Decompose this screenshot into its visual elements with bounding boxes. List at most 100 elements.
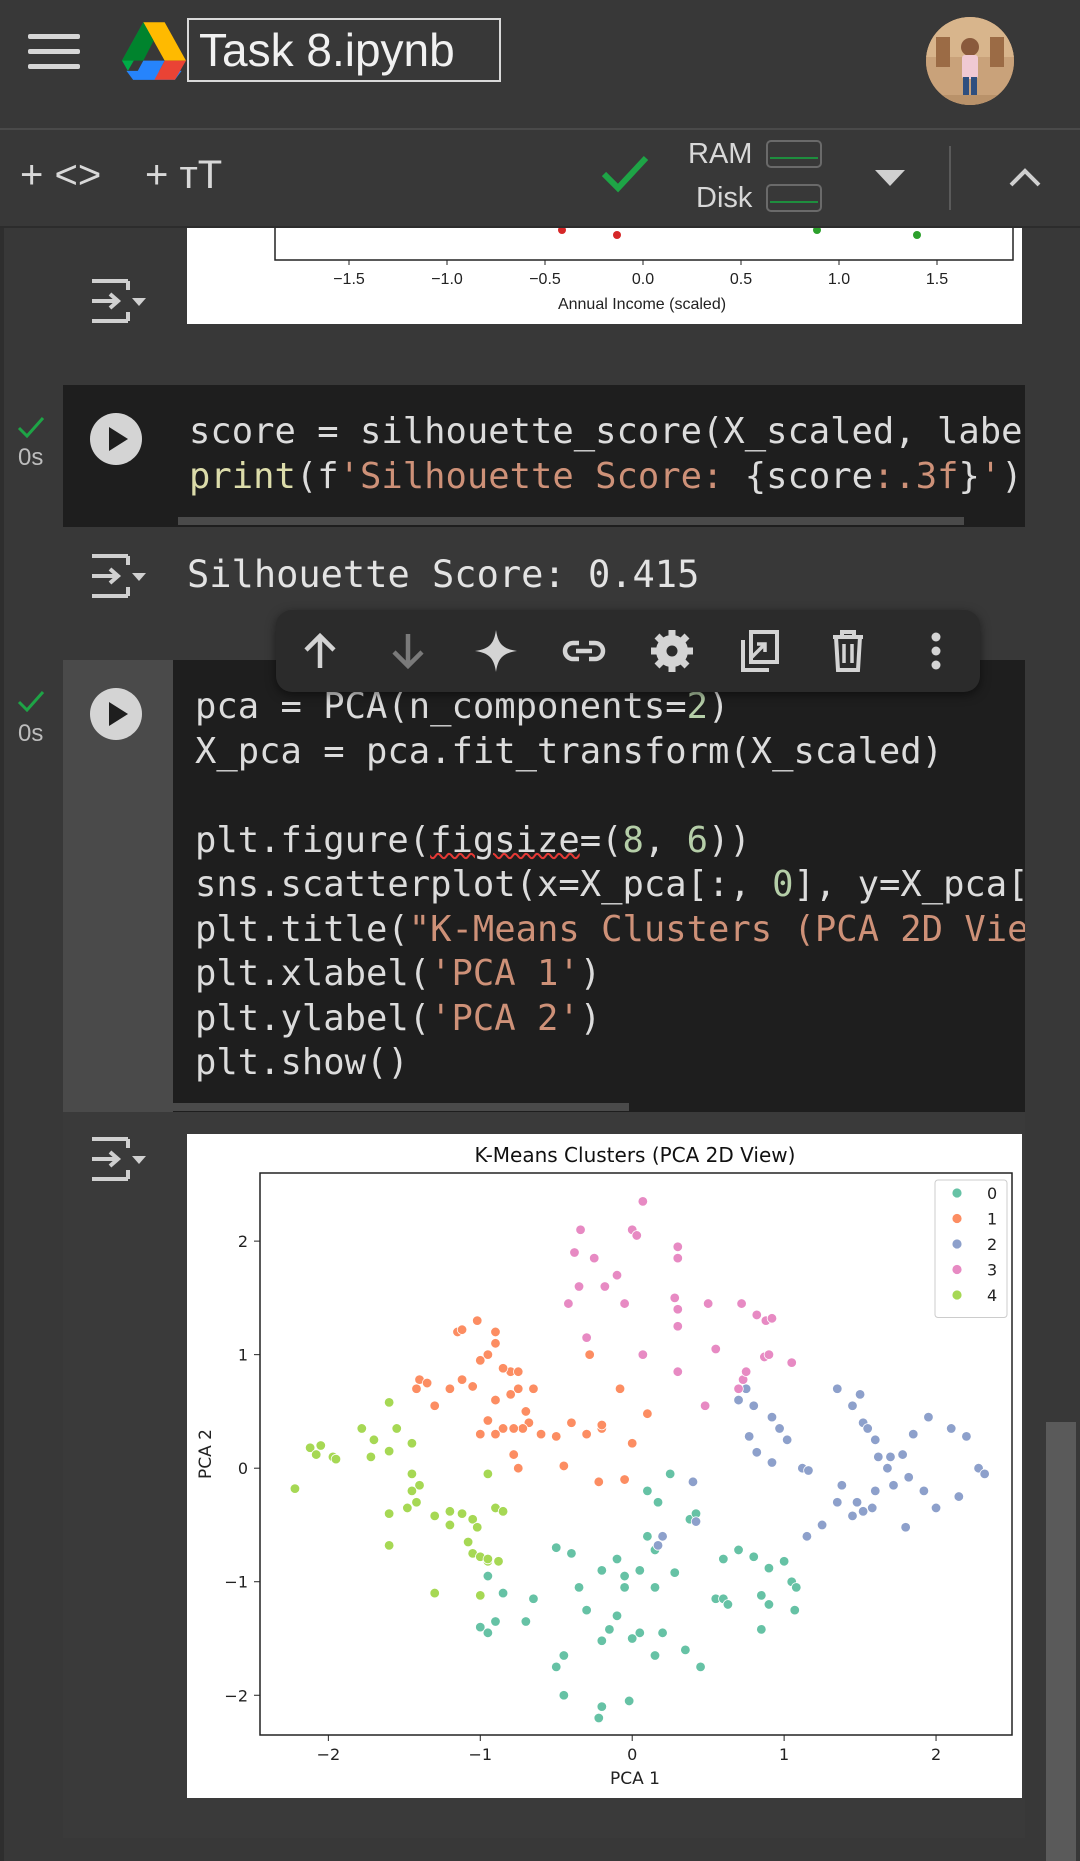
- data-point-cluster-1: [421, 1377, 433, 1389]
- data-point-cluster-2: [766, 1411, 778, 1423]
- ram-usage-bar[interactable]: [766, 140, 822, 168]
- data-point-cluster-1: [505, 1389, 516, 1400]
- more-options-icon[interactable]: [913, 628, 959, 674]
- data-point-cluster-4: [456, 1508, 468, 1519]
- data-point-cluster-1: [497, 1363, 509, 1374]
- data-point-cluster-2: [900, 1522, 911, 1533]
- data-point-cluster-2: [930, 1502, 942, 1514]
- output-toggle-icon[interactable]: [88, 1134, 148, 1184]
- data-point-cluster-1: [513, 1383, 524, 1394]
- data-point-cluster-0: [652, 1497, 664, 1508]
- data-point-cluster-4: [411, 1497, 422, 1508]
- move-down-icon[interactable]: [385, 628, 431, 674]
- profile-photo: [926, 17, 1014, 105]
- data-point-cluster-2: [743, 1431, 755, 1442]
- code-cell-silhouette[interactable]: [63, 385, 1025, 527]
- run-cell-button[interactable]: [90, 413, 142, 465]
- vertical-scrollbar[interactable]: [1046, 1422, 1076, 1861]
- data-point-cluster-0: [756, 1590, 767, 1601]
- data-point-cluster-4: [482, 1553, 494, 1565]
- mirror-cell-icon[interactable]: [737, 628, 783, 674]
- notebook-title[interactable]: Task 8.ipynb: [187, 18, 501, 82]
- data-point-cluster-0: [680, 1644, 691, 1656]
- data-point-cluster-2: [832, 1497, 843, 1508]
- delete-icon[interactable]: [825, 628, 871, 674]
- x-tick-label: 1: [779, 1745, 789, 1764]
- legend-marker: [951, 1213, 963, 1224]
- previous-chart-xlabel: Annual Income (scaled): [558, 296, 726, 313]
- chart-title: K-Means Clusters (PCA 2D View): [475, 1143, 796, 1167]
- horizontal-scrollbar[interactable]: [173, 1103, 629, 1111]
- data-point-cluster-3: [699, 1400, 711, 1411]
- data-point-cluster-1: [482, 1349, 494, 1360]
- disk-label[interactable]: Disk: [696, 182, 753, 214]
- data-point-cluster-4: [383, 1508, 395, 1519]
- x-tick-label: 1.0: [828, 271, 850, 288]
- data-point-cluster-1: [490, 1326, 501, 1338]
- data-point-cluster-0: [763, 1599, 775, 1610]
- connected-check-icon[interactable]: [600, 152, 650, 194]
- output-toggle-icon[interactable]: [88, 276, 148, 326]
- data-point-cluster-2: [908, 1428, 919, 1440]
- data-point-cluster-1: [593, 1476, 604, 1488]
- notebook-left-border: [0, 228, 4, 1861]
- code-editor[interactable]: pca = PCA(n_components=2) X_pca = pca.fit…: [195, 685, 1025, 1085]
- data-point-cluster-0: [581, 1604, 592, 1616]
- output-toggle-icon[interactable]: [88, 551, 148, 601]
- move-up-icon[interactable]: [297, 628, 343, 674]
- add-text-button[interactable]: + тT: [145, 153, 223, 197]
- data-point-cluster-4: [383, 1397, 395, 1408]
- data-point-cluster-0: [718, 1553, 729, 1565]
- data-point-cluster-2: [979, 1468, 990, 1480]
- data-point-cluster-4: [497, 1506, 509, 1517]
- data-point-cluster-2: [946, 1423, 957, 1434]
- avatar[interactable]: [926, 17, 1014, 105]
- data-point-cluster-1: [475, 1355, 486, 1366]
- data-point-cluster-4: [289, 1483, 301, 1494]
- legend-label: 4: [987, 1286, 997, 1305]
- data-point-cluster-4: [414, 1480, 425, 1491]
- data-point-cluster-2: [867, 1502, 878, 1514]
- y-tick-label: −1: [224, 1573, 248, 1592]
- code-line: score = silhouette_score(X_scaled, labe: [189, 411, 1023, 452]
- add-code-button[interactable]: + <>: [20, 153, 102, 197]
- disk-usage-bar[interactable]: [766, 184, 822, 212]
- data-point-cluster-4: [406, 1438, 418, 1449]
- gemini-sparkle-icon[interactable]: [473, 628, 519, 674]
- data-point-cluster-2: [870, 1434, 881, 1446]
- ram-label[interactable]: RAM: [688, 138, 753, 170]
- chevron-up-icon[interactable]: [1008, 166, 1042, 188]
- run-cell-button[interactable]: [90, 688, 142, 740]
- data-point-cluster-4: [383, 1445, 395, 1457]
- data-point-cluster-2: [882, 1462, 893, 1474]
- previous-chart-axis: −1.5 −1.0 −0.5 0.0 0.5 1.0 1.5 Annual Income (…: [274, 225, 1014, 313]
- settings-gear-icon[interactable]: [649, 628, 695, 674]
- partial-point: [558, 226, 566, 234]
- data-point-cluster-0: [657, 1627, 668, 1639]
- code-line: print(f'Silhouette Score: {score:.3f}'): [189, 455, 1023, 497]
- data-point-cluster-1: [482, 1415, 494, 1426]
- data-point-cluster-1: [520, 1406, 532, 1417]
- code-editor[interactable]: score = silhouette_score(X_scaled, labe p…: [189, 410, 1024, 502]
- success-check-icon: [17, 417, 45, 438]
- data-point-cluster-4: [315, 1440, 326, 1451]
- link-icon[interactable]: [561, 628, 607, 674]
- data-point-cluster-1: [508, 1423, 519, 1434]
- code-line: sns.scatterplot(x=X_pca[:, 0], y=X_pca[: [195, 864, 1025, 905]
- caret-down-icon[interactable]: [875, 170, 905, 186]
- data-point-cluster-3: [581, 1332, 592, 1343]
- data-point-cluster-4: [383, 1540, 395, 1551]
- data-point-cluster-3: [599, 1281, 611, 1292]
- data-point-cluster-0: [596, 1635, 608, 1646]
- data-point-cluster-0: [748, 1551, 759, 1562]
- code-cell-pca[interactable]: [173, 660, 1025, 1112]
- data-point-cluster-1: [411, 1383, 422, 1394]
- data-point-cluster-2: [870, 1485, 881, 1497]
- data-point-cluster-1: [472, 1315, 483, 1326]
- data-point-cluster-4: [482, 1468, 494, 1480]
- menu-icon[interactable]: [28, 34, 80, 70]
- horizontal-scrollbar[interactable]: [178, 517, 964, 525]
- data-point-cluster-1: [535, 1428, 547, 1440]
- google-drive-icon[interactable]: [122, 22, 186, 80]
- legend-label: 0: [987, 1184, 997, 1203]
